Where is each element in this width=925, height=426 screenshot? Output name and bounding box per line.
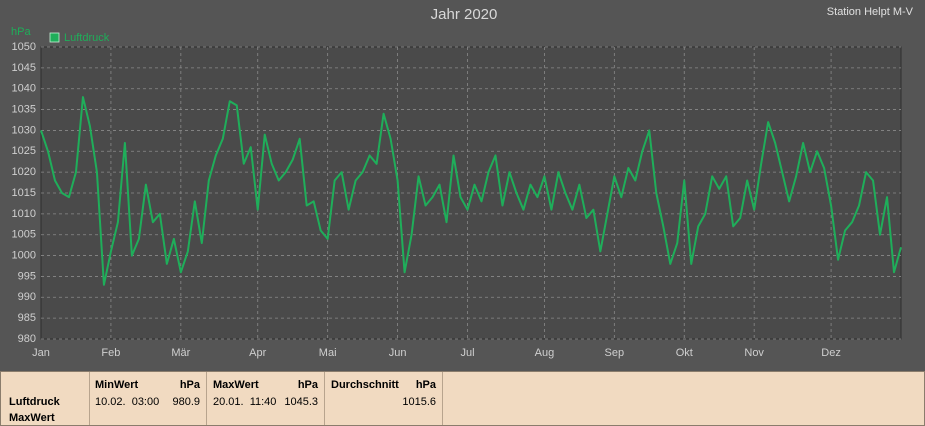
y-tick-label: 990 (18, 291, 36, 303)
column-title: MinWert (95, 379, 139, 391)
chart-title: Jahr 2020 (431, 6, 498, 23)
x-tick-label: Jun (389, 347, 407, 359)
time: 20.01. 11:40 (213, 396, 277, 408)
min-column: MinWert hPa 10.02. 03:00 980.9 (90, 372, 207, 425)
y-tick-label: 985 (18, 312, 36, 324)
value: 1045.3 (284, 396, 318, 408)
column-title: Durchschnitt (331, 379, 399, 391)
value: 1015.6 (402, 396, 436, 408)
row-label: MaxWert (9, 412, 55, 424)
y-axis-label: hPa (11, 26, 31, 38)
time: 10.02. 03:00 (95, 396, 160, 408)
column-title: MaxWert (213, 379, 259, 391)
y-tick-label: 980 (18, 333, 36, 345)
y-tick-label: 1015 (12, 187, 36, 199)
row-labels: Luftdruck MaxWert (1, 372, 90, 425)
y-tick-label: 1005 (12, 229, 36, 241)
max-column: MaxWert hPa 20.01. 11:40 1045.3 (207, 372, 325, 425)
legend-swatch (49, 32, 60, 43)
x-tick-label: Feb (101, 347, 120, 359)
y-tick-label: 1035 (12, 103, 36, 115)
chart-subtitle: Station Helpt M-V (827, 6, 914, 18)
x-tick-label: Jan (32, 347, 50, 359)
x-tick-label: Aug (535, 347, 555, 359)
y-tick-label: 1030 (12, 124, 36, 136)
row-label: Luftdruck (9, 396, 60, 408)
column-unit: hPa (415, 379, 436, 391)
x-tick-label: Jul (460, 347, 474, 359)
column-unit: hPa (179, 379, 200, 391)
chart: Jahr 2020 Station Helpt M-V hPa 980 985 99… (11, 6, 914, 359)
mean-column: Durchschnitt hPa 1015.6 (325, 372, 443, 425)
y-tick-label: 1000 (12, 249, 36, 261)
y-tick-label: 1050 (12, 41, 36, 53)
x-tick-label: Apr (249, 347, 266, 359)
x-tick-label: Nov (744, 347, 764, 359)
stats-panel: Luftdruck MaxWert MinWert hPa 10.02. 03:… (0, 371, 925, 426)
y-tick-label: 1045 (12, 62, 36, 74)
x-tick-label: Okt (676, 347, 693, 359)
y-tick-label: 995 (18, 270, 36, 282)
x-tick-label: Sep (605, 347, 625, 359)
y-tick-label: 1025 (12, 145, 36, 157)
line (40, 96, 902, 286)
y-tick-label: 1040 (12, 83, 36, 95)
legend-label: Luftdruck (64, 32, 110, 44)
x-tick-label: Dez (821, 347, 841, 359)
x-tick-label: Mai (319, 347, 337, 359)
column-unit: hPa (297, 379, 318, 391)
y-tick-label: 1020 (12, 166, 36, 178)
value: 980.9 (172, 396, 200, 408)
x-tick-label: Mär (171, 347, 190, 359)
y-tick-label: 1010 (12, 208, 36, 220)
